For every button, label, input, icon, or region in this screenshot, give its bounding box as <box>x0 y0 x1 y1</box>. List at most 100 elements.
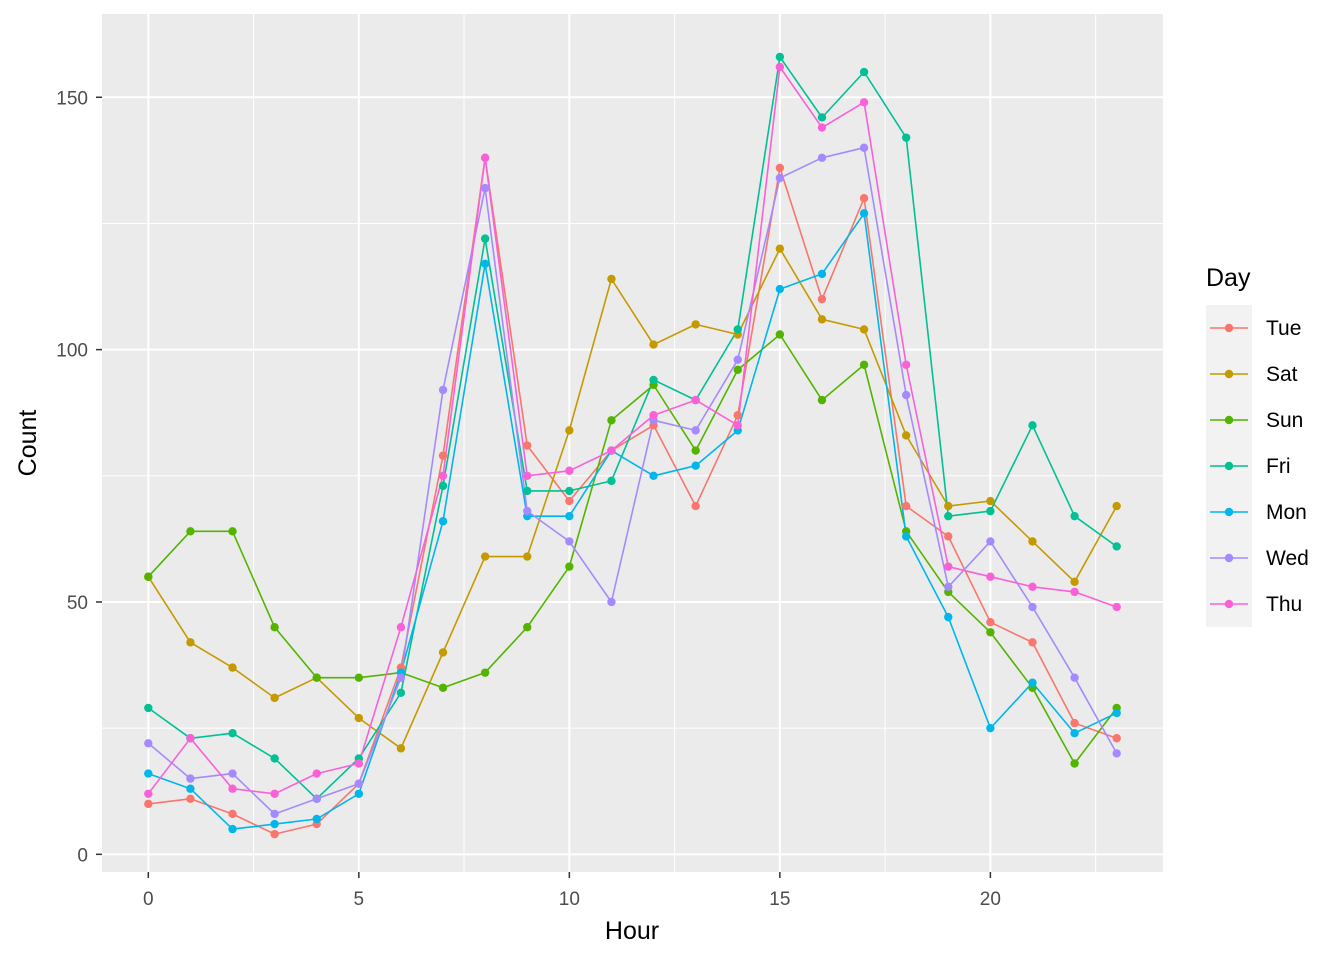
data-point-mon <box>228 824 237 834</box>
data-point-tue <box>186 794 195 804</box>
data-point-thu <box>523 471 532 481</box>
legend-key-point <box>1224 369 1234 379</box>
x-tick-label: 20 <box>980 889 1001 910</box>
data-point-tue <box>691 501 700 511</box>
data-point-wed <box>312 794 321 804</box>
data-point-fri <box>1070 511 1079 521</box>
data-point-wed <box>986 537 995 546</box>
legend-label: Thu <box>1266 593 1302 616</box>
data-point-sat <box>775 244 785 253</box>
data-point-mon <box>691 461 700 470</box>
data-point-mon <box>775 284 785 294</box>
data-point-thu <box>859 98 869 107</box>
data-point-sun <box>817 395 827 405</box>
data-point-sat <box>480 552 490 561</box>
data-point-tue <box>1112 734 1121 743</box>
data-point-sun <box>270 623 279 632</box>
series-line-wed <box>147 146 1118 815</box>
data-point-wed <box>1070 673 1079 682</box>
series-points <box>144 52 1121 839</box>
plot-panel <box>102 14 1163 872</box>
data-point-tue <box>817 294 827 304</box>
data-point-fri <box>228 729 237 738</box>
data-point-sat <box>986 496 995 506</box>
data-point-fri <box>607 476 616 486</box>
data-point-mon <box>144 769 153 778</box>
series-line-sat <box>147 247 1118 750</box>
data-point-tue <box>1070 718 1079 728</box>
data-point-fri <box>901 133 911 142</box>
data-point-wed <box>438 385 448 395</box>
data-point-wed <box>944 582 953 592</box>
data-point-mon <box>270 819 279 829</box>
legend-key-point <box>1224 553 1234 563</box>
data-point-mon <box>480 259 490 269</box>
data-point-tue <box>859 194 869 203</box>
data-point-tue <box>438 451 448 460</box>
data-point-fri <box>565 486 574 496</box>
data-point-tue <box>144 799 153 809</box>
data-point-thu <box>944 562 953 571</box>
series-line-thu <box>147 66 1117 795</box>
data-point-mon <box>901 532 911 541</box>
data-point-wed <box>144 739 153 748</box>
data-point-mon <box>859 209 869 218</box>
data-point-mon <box>312 814 321 824</box>
data-point-mon <box>438 517 448 526</box>
data-point-tue <box>901 501 911 511</box>
data-point-tue <box>944 532 953 541</box>
minor-gridlines <box>102 14 1163 872</box>
data-point-thu <box>228 784 237 793</box>
data-point-wed <box>480 183 490 193</box>
data-point-wed <box>775 173 785 183</box>
legend-item-wed: Wed <box>1210 547 1309 570</box>
legend-item-sun: Sun <box>1210 409 1303 432</box>
data-point-fri <box>649 375 658 385</box>
legend-label: Sat <box>1266 363 1298 386</box>
data-point-wed <box>228 769 237 778</box>
data-point-sat <box>691 320 700 329</box>
data-point-sat <box>944 501 953 511</box>
data-point-sat <box>354 713 364 723</box>
data-point-mon <box>186 784 195 793</box>
data-point-tue <box>1028 638 1037 647</box>
data-point-wed <box>270 809 279 819</box>
data-point-sun <box>144 572 153 581</box>
data-point-wed <box>859 143 869 152</box>
data-point-fri <box>1028 421 1037 430</box>
data-point-fri <box>1112 542 1121 551</box>
data-point-sat <box>817 315 827 324</box>
series-lines <box>147 56 1118 835</box>
series-line-fri <box>147 56 1118 800</box>
legend-title: Day <box>1206 264 1251 292</box>
data-point-sat <box>1028 537 1037 546</box>
data-point-thu <box>480 153 490 163</box>
x-tick-label: 10 <box>559 889 580 910</box>
data-point-thu <box>312 769 321 778</box>
legend-item-sat: Sat <box>1210 363 1298 386</box>
data-point-mon <box>986 723 995 733</box>
data-point-sun <box>986 628 995 637</box>
data-point-wed <box>565 537 574 546</box>
data-point-wed <box>523 506 532 516</box>
y-axis-title: Count <box>14 410 42 477</box>
y-axis: 0 50 100 150 <box>56 88 102 866</box>
data-point-thu <box>607 446 616 455</box>
data-point-mon <box>1112 708 1121 718</box>
data-point-thu <box>775 62 785 72</box>
data-point-fri <box>396 688 406 698</box>
legend-label: Tue <box>1266 317 1301 340</box>
data-point-fri <box>523 486 532 496</box>
data-point-sat <box>1070 577 1079 586</box>
data-point-thu <box>986 572 995 581</box>
data-point-mon <box>817 269 827 279</box>
data-point-wed <box>733 355 742 364</box>
data-point-wed <box>1028 602 1037 612</box>
data-point-mon <box>565 511 574 521</box>
legend-key-point <box>1224 323 1234 333</box>
x-axis: 0 5 10 15 20 <box>143 872 1001 910</box>
data-point-fri <box>733 325 742 334</box>
data-point-mon <box>1070 729 1079 738</box>
data-point-sat <box>649 340 658 349</box>
data-point-wed <box>1112 749 1121 758</box>
